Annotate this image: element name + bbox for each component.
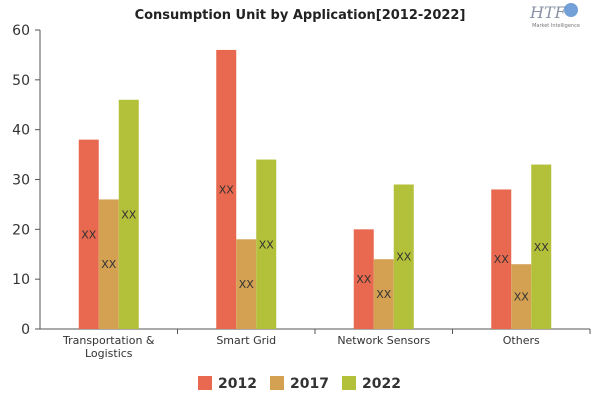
bar-data-label: XX xyxy=(259,238,275,251)
x-tick-label-line: Others xyxy=(503,334,540,347)
bar-data-label: XX xyxy=(356,273,372,286)
bar-2022 xyxy=(118,99,139,330)
bar-data-label: XX xyxy=(376,288,392,301)
bar-2012 xyxy=(216,49,237,329)
bar-data-label: XX xyxy=(514,291,530,304)
legend-swatch-2022 xyxy=(342,376,356,390)
y-tick-label: 60 xyxy=(12,23,30,39)
bar-data-label: XX xyxy=(534,241,550,254)
logo-brand: HTF xyxy=(529,3,567,22)
x-tick-label-line: Smart Grid xyxy=(216,334,276,347)
bar-data-label: XX xyxy=(494,253,510,266)
bar-2022 xyxy=(393,184,414,329)
y-tick-label: 30 xyxy=(12,173,30,189)
brand-logo: HTF Market Intelligence xyxy=(529,3,580,29)
bar-2017 xyxy=(511,264,532,329)
bar-2012 xyxy=(491,189,512,329)
y-tick-label: 20 xyxy=(12,222,30,238)
x-tick-label-line: Network Sensors xyxy=(337,334,430,347)
bar-data-label: XX xyxy=(121,208,137,221)
bar-2012 xyxy=(353,229,374,329)
legend-label-2017: 2017 xyxy=(290,376,329,392)
chart-title: Consumption Unit by Application[2012-202… xyxy=(135,8,466,23)
data-labels: XX XX XX XX XX XX XX XX XX XX XX XX xyxy=(81,183,549,303)
x-tick-label: Transportation & Logistics xyxy=(62,334,155,360)
y-tick-label: 0 xyxy=(21,322,30,338)
bar-data-label: XX xyxy=(81,228,97,241)
y-tick-label: 50 xyxy=(12,73,30,89)
logo-subtitle: Market Intelligence xyxy=(532,23,580,29)
x-tick-label: Network Sensors xyxy=(337,334,430,347)
bars xyxy=(78,49,552,330)
y-tick-label: 40 xyxy=(12,123,30,139)
axes: 0 10 20 30 40 50 60 Transportation & Logistics Sm… xyxy=(12,23,591,360)
bar-data-label: XX xyxy=(219,183,235,196)
bar-data-label: XX xyxy=(239,278,255,291)
x-tick-label-line: Transportation & xyxy=(62,334,155,347)
bar-data-label: XX xyxy=(396,251,412,264)
x-tick-label: Others xyxy=(503,334,540,347)
y-tick-label: 10 xyxy=(12,272,30,288)
bar-2017 xyxy=(373,259,394,329)
legend-swatch-2017 xyxy=(270,376,284,390)
legend-label-2022: 2022 xyxy=(362,376,401,392)
bar-data-label: XX xyxy=(101,258,117,271)
legend-label-2012: 2012 xyxy=(218,376,257,392)
bar-2022 xyxy=(256,159,277,329)
bar-2022 xyxy=(531,164,552,329)
bar-2012 xyxy=(78,139,99,329)
globe-icon xyxy=(564,3,578,17)
x-tick-label: Smart Grid xyxy=(216,334,276,347)
bar-2017 xyxy=(98,199,119,329)
bar-2017 xyxy=(236,239,257,329)
legend: 2012 2017 2022 xyxy=(198,376,401,392)
legend-swatch-2012 xyxy=(198,376,212,390)
x-tick-label-line: Logistics xyxy=(85,347,133,360)
